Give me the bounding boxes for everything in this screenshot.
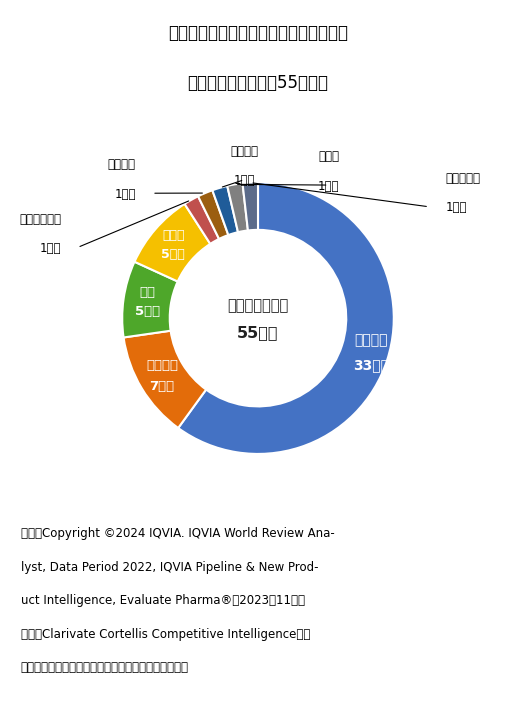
Wedge shape: [243, 182, 258, 230]
Text: アメリカ: アメリカ: [354, 333, 388, 347]
Text: ハンガリー: ハンガリー: [445, 172, 480, 185]
Text: 5品目: 5品目: [162, 247, 185, 261]
Text: スイス: スイス: [318, 150, 339, 163]
Text: とに医薬産業政策研究所にて作成（無断転載禁止）。: とに医薬産業政策研究所にて作成（無断転載禁止）。: [21, 661, 189, 674]
Text: 化学合成医薬品: 化学合成医薬品: [228, 298, 288, 313]
Text: 1品目: 1品目: [445, 201, 467, 214]
Text: 5品目: 5品目: [135, 305, 159, 318]
Text: lyst, Data Period 2022, IQVIA Pipeline & New Prod-: lyst, Data Period 2022, IQVIA Pipeline &…: [21, 561, 318, 574]
Text: 55品目: 55品目: [237, 325, 279, 340]
Wedge shape: [227, 183, 248, 232]
Text: ドイツ: ドイツ: [162, 229, 185, 242]
Text: 1品目: 1品目: [114, 188, 136, 201]
Wedge shape: [178, 182, 394, 454]
Text: 1品目: 1品目: [318, 179, 340, 193]
Text: 33品目: 33品目: [353, 358, 390, 372]
Text: 日本: 日本: [139, 286, 155, 299]
Text: 1品目: 1品目: [40, 242, 61, 255]
Wedge shape: [198, 190, 229, 239]
Text: イギリス: イギリス: [146, 359, 178, 372]
Text: フランス: フランス: [108, 159, 136, 172]
Wedge shape: [213, 186, 238, 235]
Text: イタリア: イタリア: [231, 145, 259, 158]
Wedge shape: [124, 330, 206, 428]
Text: uct Intelligence, Evaluate Pharma®（2023年11月時: uct Intelligence, Evaluate Pharma®（2023年…: [21, 594, 304, 607]
Text: 出所：Copyright ©2024 IQVIA. IQVIA World Review Ana-: 出所：Copyright ©2024 IQVIA. IQVIA World Re…: [21, 527, 334, 540]
Wedge shape: [122, 262, 178, 337]
Wedge shape: [185, 196, 219, 244]
Wedge shape: [135, 204, 211, 281]
Text: 点）．Clarivate Cortellis Competitive Intelligenceをも: 点）．Clarivate Cortellis Competitive Intel…: [21, 627, 310, 641]
Text: スウェーデン: スウェーデン: [19, 213, 61, 225]
Text: 7品目: 7品目: [150, 380, 174, 393]
Text: （化学合成医薬品：55品目）: （化学合成医薬品：55品目）: [187, 74, 329, 91]
Text: 1品目: 1品目: [234, 174, 255, 187]
Text: 図９　医薬品創出企業の国籍別医薬品数: 図９ 医薬品創出企業の国籍別医薬品数: [168, 24, 348, 42]
